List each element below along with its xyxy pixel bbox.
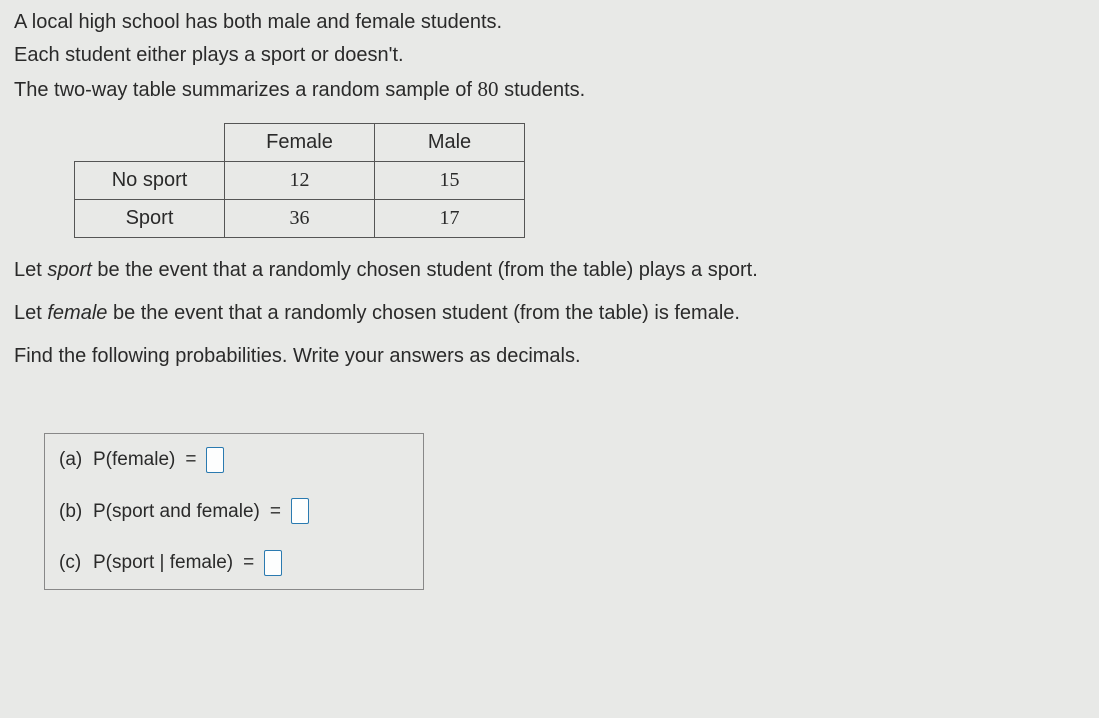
expr-a: P(female) <box>93 446 175 474</box>
worksheet-page: A local high school has both male and fe… <box>0 0 1099 590</box>
table-row: Sport 36 17 <box>75 200 525 238</box>
part-label-c: (c) <box>59 549 87 577</box>
answer-input-c[interactable] <box>264 550 282 576</box>
intro-line-3: The two-way table summarizes a random sa… <box>14 74 1085 105</box>
equals-b: = <box>266 498 285 526</box>
part-label-a: (a) <box>59 446 87 474</box>
answer-row-c: (c) P(sport | female) = <box>45 537 423 589</box>
cell-sport-male: 17 <box>375 200 525 238</box>
answers-panel: (a) P(female) = (b) P(sport and female) … <box>44 433 424 590</box>
answer-input-b[interactable] <box>291 498 309 524</box>
cell-nosport-male: 15 <box>375 162 525 200</box>
answer-row-b: (b) P(sport and female) = <box>45 486 423 538</box>
intro-line-3b: students. <box>499 79 586 101</box>
row-header-no-sport: No sport <box>75 162 225 200</box>
expr-c: P(sport | female) <box>93 549 233 577</box>
answer-input-a[interactable] <box>206 447 224 473</box>
intro-line-1: A local high school has both male and fe… <box>14 8 1085 37</box>
equals-a: = <box>181 446 200 474</box>
intro-line-3a: The two-way table summarizes a random sa… <box>14 79 478 101</box>
col-header-male: Male <box>375 124 525 162</box>
def-sport-b: be the event that a randomly chosen stud… <box>92 259 758 281</box>
intro-line-2: Each student either plays a sport or doe… <box>14 41 1085 70</box>
definitions-block: Let sport be the event that a randomly c… <box>14 256 1085 371</box>
part-label-b: (b) <box>59 498 87 526</box>
table-row: No sport 12 15 <box>75 162 525 200</box>
cell-sport-female: 36 <box>225 200 375 238</box>
answer-row-a: (a) P(female) = <box>45 434 423 486</box>
equals-c: = <box>239 549 258 577</box>
def-sport: Let sport be the event that a randomly c… <box>14 256 1085 285</box>
row-header-sport: Sport <box>75 200 225 238</box>
col-header-female: Female <box>225 124 375 162</box>
table-blank-corner <box>75 124 225 162</box>
intro-text: A local high school has both male and fe… <box>14 8 1085 105</box>
sample-size: 80 <box>478 77 499 101</box>
event-female: female <box>47 302 107 324</box>
def-sport-a: Let <box>14 259 47 281</box>
def-female-b: be the event that a randomly chosen stud… <box>107 302 740 324</box>
two-way-table: Female Male No sport 12 15 Sport 36 17 <box>74 123 525 238</box>
def-female-a: Let <box>14 302 47 324</box>
event-sport: sport <box>47 259 91 281</box>
expr-b: P(sport and female) <box>93 498 260 526</box>
instructions: Find the following probabilities. Write … <box>14 342 1085 371</box>
cell-nosport-female: 12 <box>225 162 375 200</box>
def-female: Let female be the event that a randomly … <box>14 299 1085 328</box>
